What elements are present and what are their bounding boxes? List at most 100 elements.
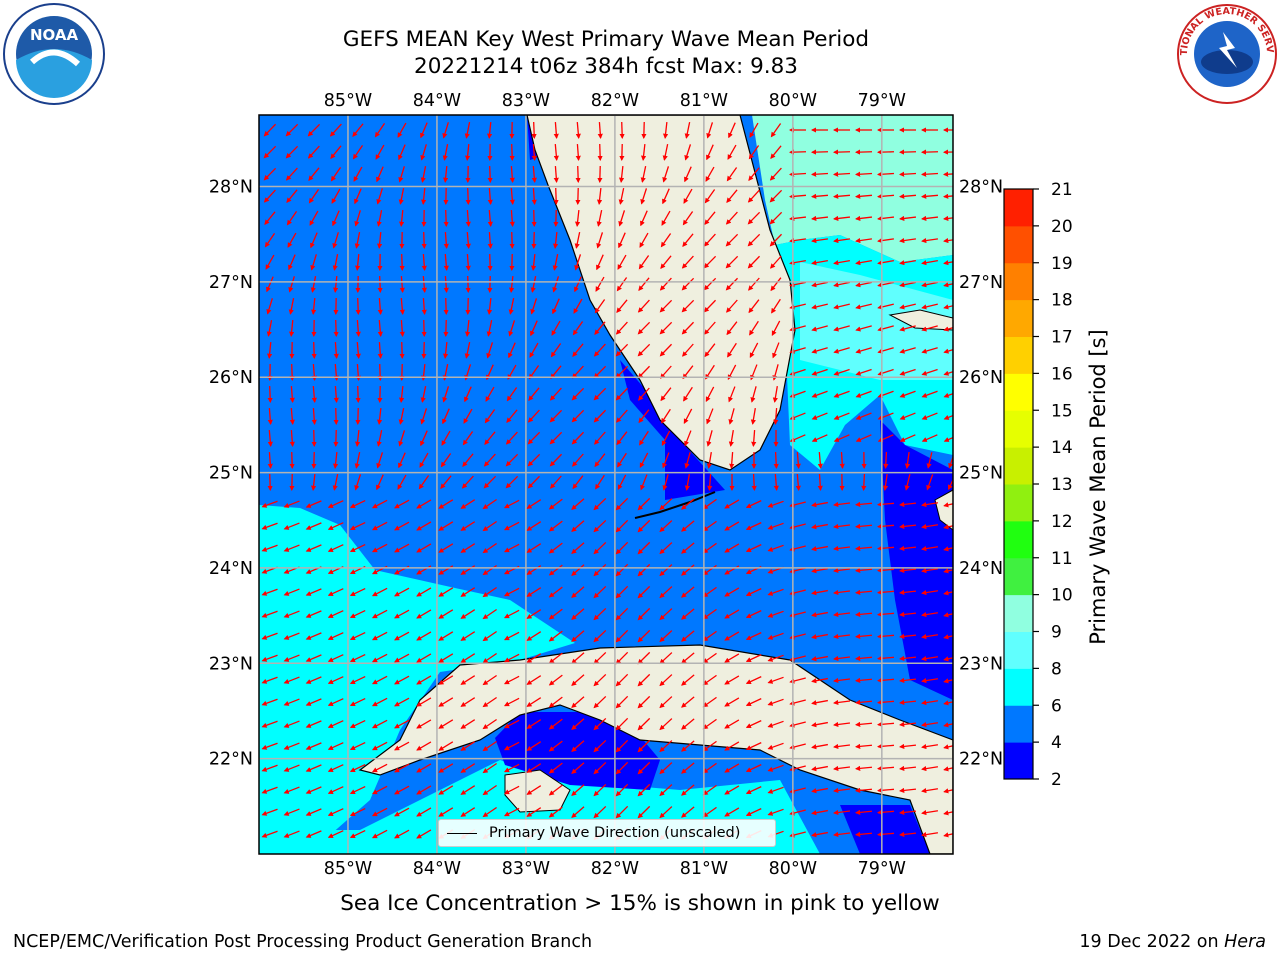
wave-arrow: [596, 210, 603, 227]
wave-arrow: [898, 171, 917, 177]
wave-arrow: [332, 232, 339, 249]
wave-arrow: [751, 429, 757, 448]
colorbar-segment: [1004, 447, 1033, 485]
wave-arrow: [745, 742, 762, 750]
wave-arrow: [817, 473, 823, 492]
wave-arrow: [833, 831, 851, 838]
wave-arrow: [531, 121, 537, 140]
wave-arrow: [899, 501, 917, 508]
wave-arrow: [706, 430, 713, 447]
wave-arrow: [571, 806, 585, 818]
colorbar-segment: [1004, 225, 1033, 264]
wave-arrow: [332, 210, 340, 227]
wave-arrow: [527, 475, 541, 489]
wave-arrow: [420, 430, 428, 447]
wave-arrow: [333, 341, 339, 360]
wave-arrow: [575, 143, 581, 162]
wave-arrow: [704, 343, 716, 358]
wave-arrow: [811, 347, 828, 354]
wave-arrow: [465, 187, 471, 206]
wave-arrow: [267, 385, 273, 404]
wave-arrow: [371, 697, 388, 707]
wave-arrow: [942, 193, 953, 199]
wave-arrow: [376, 166, 384, 183]
wave-arrow: [882, 473, 889, 491]
wave-arrow: [745, 720, 762, 728]
wave-arrow: [289, 319, 295, 337]
wave-arrow: [399, 253, 405, 272]
wave-arrow: [460, 719, 476, 729]
wave-arrow: [854, 193, 873, 199]
wave-arrow: [639, 452, 649, 469]
wave-arrow: [724, 587, 740, 597]
wave-arrow: [484, 431, 496, 445]
wave-arrow: [921, 788, 939, 794]
wave-arrow: [283, 830, 300, 838]
wave-arrow: [462, 431, 474, 446]
wave-arrow: [354, 429, 361, 447]
wave-arrow: [877, 281, 894, 288]
wave-arrow: [289, 385, 295, 404]
wave-arrow: [420, 166, 427, 183]
wave-arrow: [748, 277, 760, 291]
wave-arrow: [811, 434, 828, 442]
wave-arrow: [899, 831, 917, 838]
wave-arrow: [442, 386, 450, 403]
wave-arrow: [899, 765, 917, 772]
wave-arrow: [659, 718, 673, 731]
wave-arrow: [550, 343, 562, 358]
wave-arrow: [876, 743, 895, 749]
wave-arrow: [921, 524, 939, 530]
wave-arrow: [261, 522, 278, 530]
wave-arrow: [528, 387, 540, 401]
wave-arrow: [394, 609, 410, 619]
sea-ice-note: Sea Ice Concentration > 15% is shown in …: [340, 891, 940, 916]
wave-arrow: [833, 259, 850, 266]
wave-arrow: [596, 232, 604, 249]
wave-arrow: [416, 763, 432, 773]
wave-arrow: [311, 297, 317, 315]
wave-arrow: [748, 167, 760, 181]
wave-arrow: [438, 631, 454, 641]
wave-arrow: [681, 321, 695, 335]
wave-arrow: [548, 652, 563, 664]
wave-arrow: [419, 452, 429, 468]
wave-arrow: [289, 429, 295, 448]
wave-arrow: [684, 474, 690, 491]
wave-arrow: [354, 188, 362, 205]
colorbar-segment: [1004, 520, 1033, 559]
wave-arrow: [394, 587, 410, 597]
wave-arrow: [943, 502, 953, 508]
wave-arrow: [659, 652, 673, 665]
wave-arrow: [442, 341, 449, 359]
wave-arrow: [482, 608, 497, 620]
wave-arrow: [637, 717, 651, 731]
wave-arrow: [416, 741, 432, 751]
wave-arrow: [811, 523, 828, 530]
wave-arrow: [305, 632, 322, 640]
wave-arrow: [659, 674, 673, 687]
wave-arrow: [877, 215, 895, 222]
wave-arrow: [703, 277, 717, 291]
wave-arrow: [571, 674, 585, 686]
wave-arrow: [377, 319, 383, 338]
wave-arrow: [659, 542, 673, 555]
wave-arrow: [681, 696, 695, 708]
wave-arrow: [877, 390, 894, 398]
wave-arrow: [899, 434, 916, 442]
wave-arrow: [615, 629, 629, 643]
wave-arrow: [548, 696, 563, 708]
wave-arrow: [767, 610, 784, 618]
wave-arrow: [283, 654, 300, 662]
wave-arrow: [416, 719, 432, 729]
wave-arrow: [833, 765, 851, 772]
wave-arrow: [352, 123, 364, 138]
wave-arrow: [773, 451, 779, 470]
wave-arrow: [283, 632, 300, 640]
wave-arrow: [725, 233, 739, 247]
wave-arrow: [660, 255, 672, 269]
wave-arrow: [548, 586, 563, 598]
wave-arrow: [263, 167, 277, 181]
wave-arrow: [898, 193, 917, 199]
wave-arrow: [659, 762, 673, 775]
